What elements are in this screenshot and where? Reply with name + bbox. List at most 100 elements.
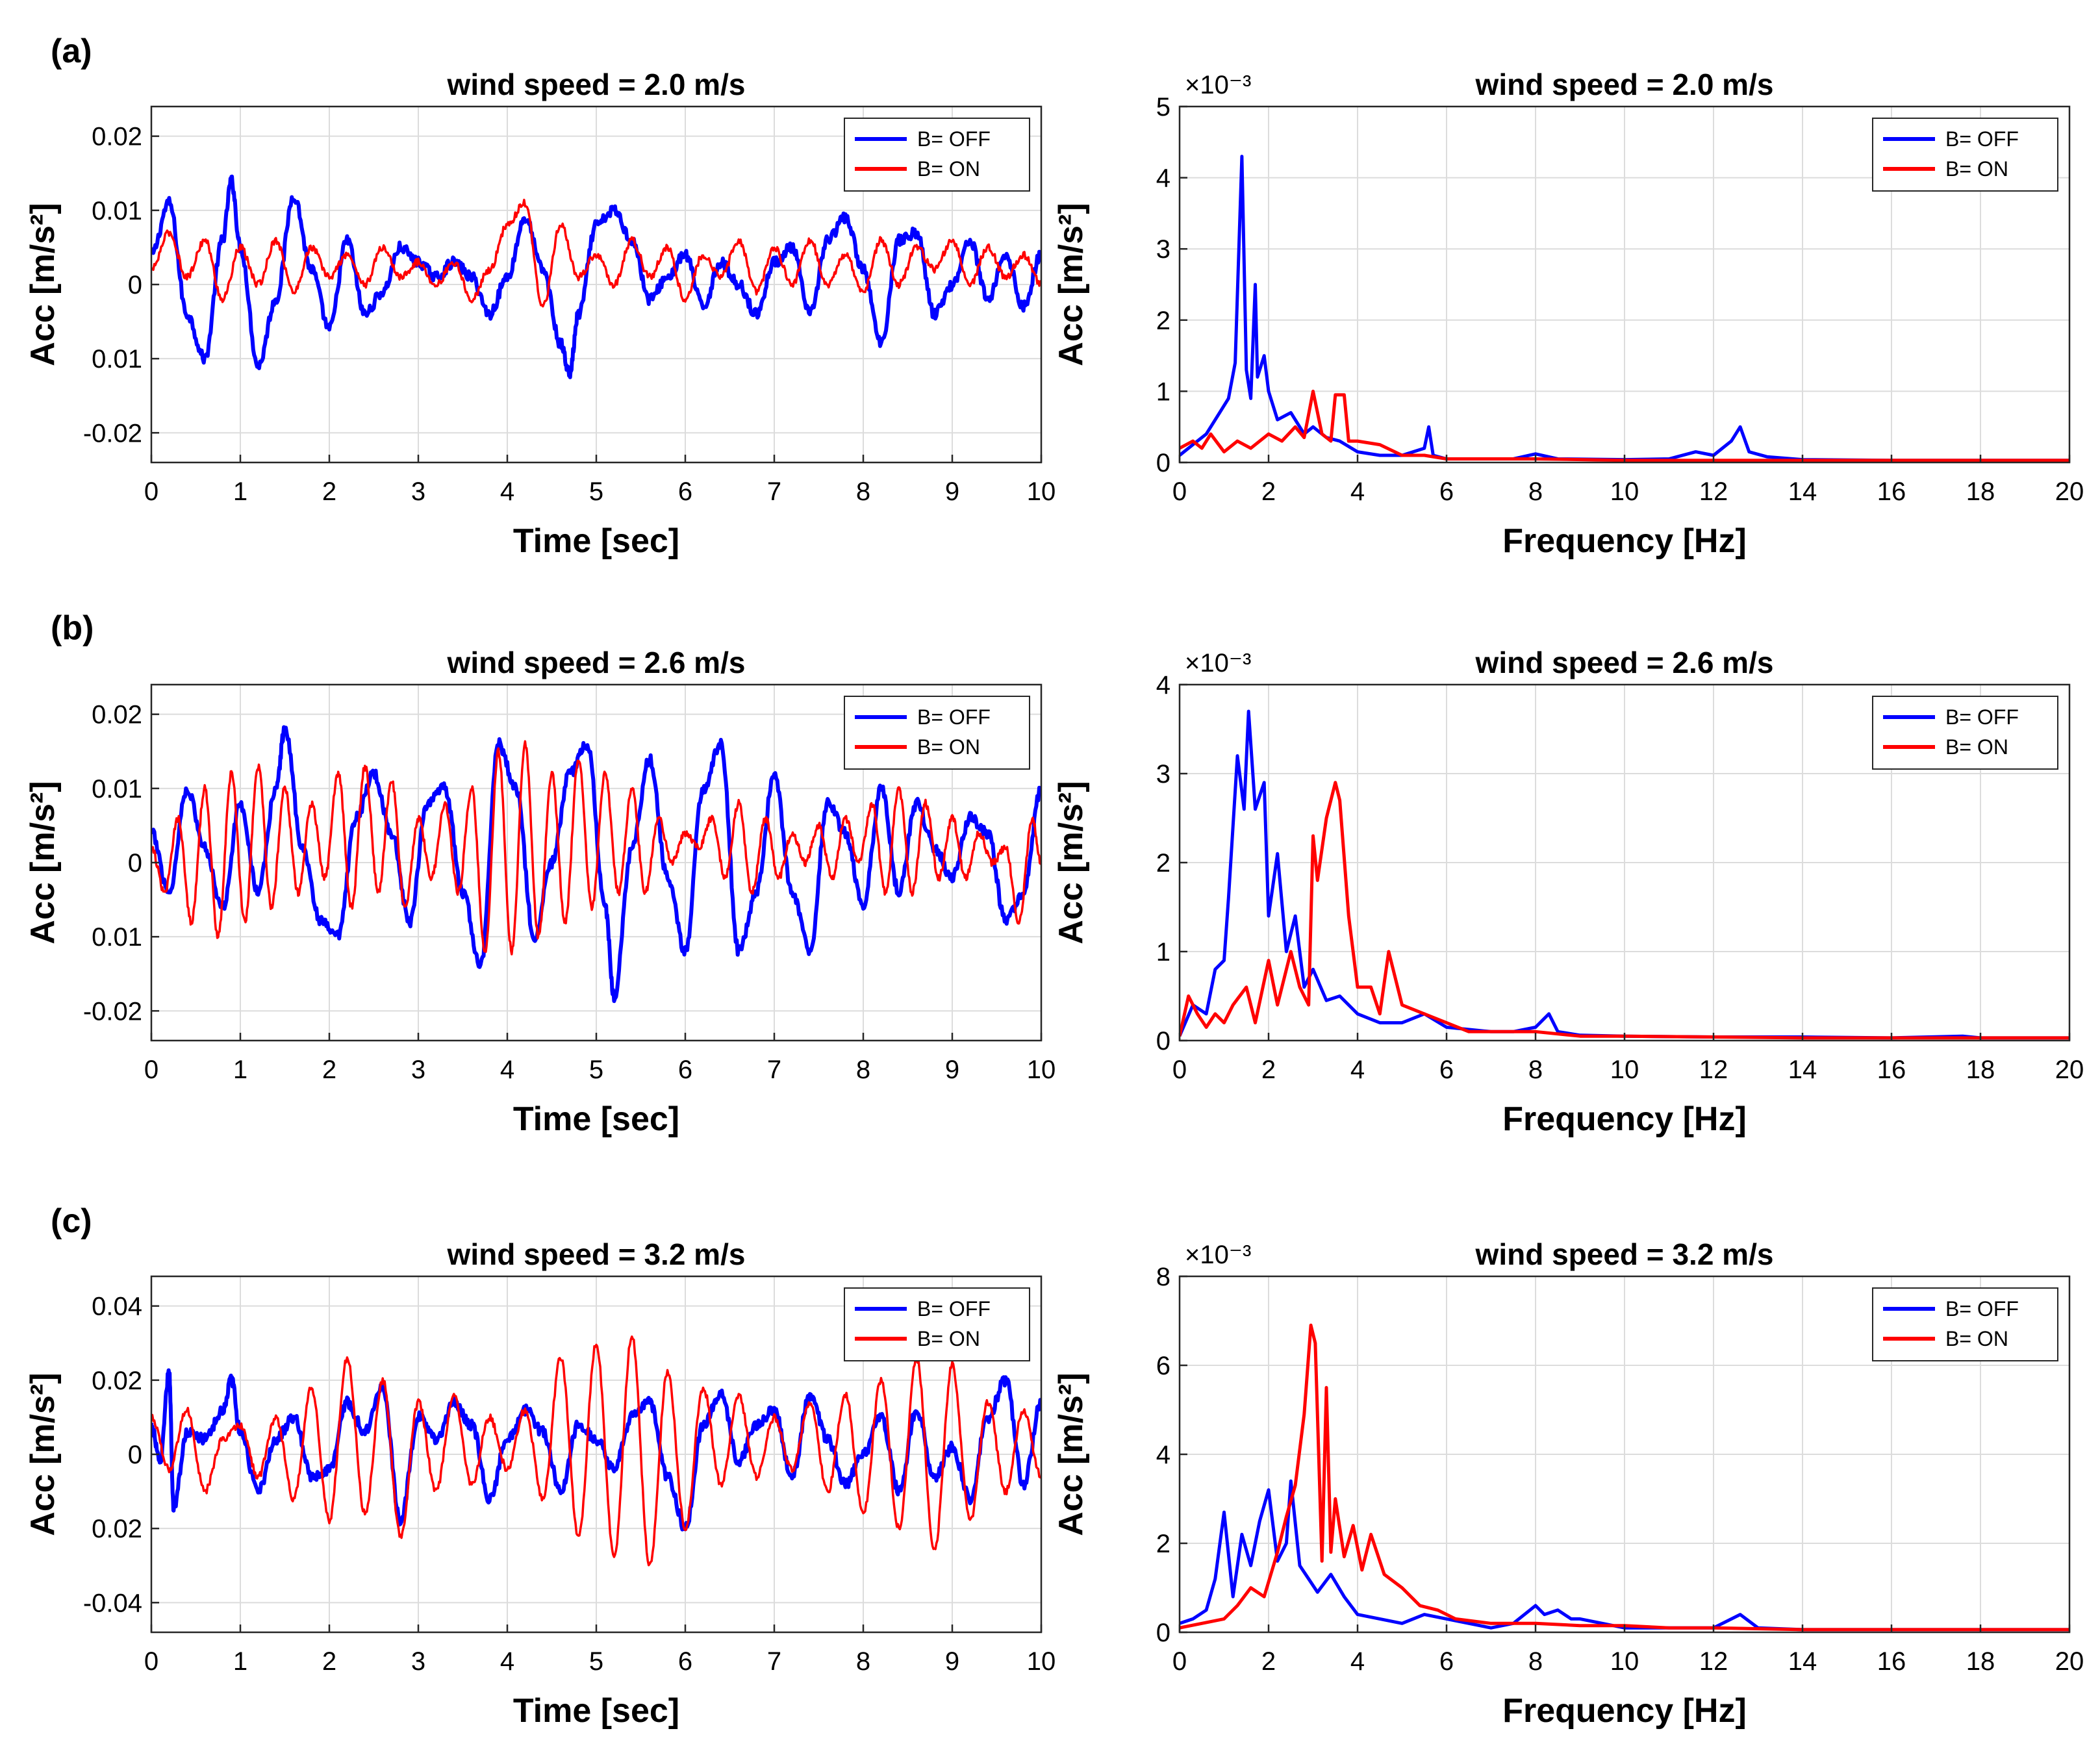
y-tick-label: 4 (1156, 164, 1170, 193)
series-group (151, 725, 1041, 1004)
y-tick-label: -0.04 (83, 1589, 142, 1617)
y-tick-label: -0.02 (83, 419, 142, 448)
chart-a-time: 0 1 2 3 4 5 6 7 8 9 10 -0.02 0.01 0 0.01 0.02 wind speed… (24, 32, 1056, 560)
chart-title: wind speed = 2.6 m/s (1475, 646, 1774, 679)
x-tick-label: 7 (767, 1647, 781, 1676)
x-tick-label: 4 (500, 1055, 514, 1084)
y-tick-label: 8 (1156, 1263, 1170, 1291)
x-tick-label: 8 (1528, 1647, 1543, 1676)
x-tick-label: 16 (1877, 477, 1906, 506)
y-tick-label: 0.04 (92, 1293, 142, 1321)
x-tick-label: 1 (233, 477, 247, 506)
legend-box (1872, 1287, 2058, 1361)
x-tick-label: 0 (144, 1055, 158, 1084)
legend-label-b-on: B= ON (1945, 1327, 2008, 1350)
chart-title: wind speed = 3.2 m/s (1475, 1237, 1774, 1271)
x-axis-label: Frequency [Hz] (1502, 1100, 1747, 1138)
x-tick-label: 12 (1699, 477, 1728, 506)
y-tick-label: 0.02 (92, 701, 142, 729)
ticks: 0 1 2 3 4 5 6 7 8 9 10 -0.04 0.02 0 0.02 0.04 (83, 1293, 1056, 1676)
x-tick-label: 2 (1261, 477, 1276, 506)
legend-label-b-off: B= OFF (917, 1297, 991, 1321)
legend-box (844, 118, 1030, 192)
series-line-b-on (1180, 1323, 2069, 1632)
x-tick-label: 14 (1788, 1055, 1817, 1084)
x-tick-label: 0 (144, 477, 158, 506)
y-tick-label: 0.02 (92, 1367, 142, 1395)
chart-title: wind speed = 3.2 m/s (447, 1237, 746, 1271)
ticks: 0 2 4 6 8 10 12 14 16 18 20 0 2 4 6 8 (1156, 1263, 2084, 1676)
y-axis-label: Acc [m/s²] (24, 203, 62, 366)
x-tick-label: 7 (767, 477, 781, 506)
y-tick-label: 6 (1156, 1352, 1170, 1380)
x-tick-label: 8 (1528, 477, 1543, 506)
x-tick-label: 10 (1610, 1647, 1639, 1676)
series-line-b-on (1180, 781, 2069, 1040)
y-tick-label: 2 (1156, 307, 1170, 335)
legend-label-b-on: B= ON (917, 157, 980, 181)
x-tick-label: 10 (1610, 477, 1639, 506)
y-tick-label: 0.02 (92, 123, 142, 151)
x-tick-label: 4 (1350, 477, 1365, 506)
y-axis-label: Acc [m/s²] (1052, 781, 1090, 944)
x-tick-label: 10 (1027, 1647, 1056, 1676)
x-tick-label: 0 (1172, 1647, 1187, 1676)
y-tick-label: 0 (128, 849, 142, 878)
y-tick-label: 4 (1156, 671, 1170, 700)
x-tick-label: 10 (1610, 1055, 1639, 1084)
y-tick-label: 0.01 (92, 197, 142, 225)
y-tick-label: 0.02 (92, 1515, 142, 1543)
series-line-b-on (151, 198, 1041, 308)
series-group (151, 174, 1041, 379)
x-tick-label: 2 (322, 477, 336, 506)
legend: B= OFF B= ON (844, 696, 1030, 770)
x-tick-label: 16 (1877, 1055, 1906, 1084)
y-tick-label: 3 (1156, 235, 1170, 264)
series-line-b-on (1180, 389, 2069, 462)
x-tick-label: 9 (945, 1647, 959, 1676)
x-tick-label: 6 (678, 1055, 692, 1084)
ticks: 0 1 2 3 4 5 6 7 8 9 10 -0.02 0.01 0 0.01 0.02 (83, 701, 1056, 1084)
x-tick-label: 6 (1439, 1647, 1454, 1676)
y-tick-label: 0 (128, 271, 142, 299)
x-tick-label: 4 (1350, 1647, 1365, 1676)
chart-c-freq: 0 2 4 6 8 10 12 14 16 18 20 0 2 4 6 8 ×10⁻³ wind speed = … (1052, 1237, 2084, 1730)
legend-label-b-off: B= OFF (917, 705, 991, 729)
series-line-b-off (1180, 155, 2069, 462)
x-tick-label: 3 (411, 477, 425, 506)
x-tick-label: 2 (322, 1055, 336, 1084)
panel-label: (b) (51, 609, 94, 647)
y-tick-label: 0 (128, 1441, 142, 1469)
series-line-b-off (151, 174, 1041, 379)
x-tick-label: 9 (945, 477, 959, 506)
legend-label-b-off: B= OFF (1945, 705, 2019, 729)
x-tick-label: 5 (589, 1055, 603, 1084)
x-tick-label: 7 (767, 1055, 781, 1084)
y-tick-label: 0 (1156, 449, 1170, 477)
legend-box (1872, 696, 2058, 770)
x-tick-label: 5 (589, 1647, 603, 1676)
x-tick-label: 3 (411, 1055, 425, 1084)
x-tick-label: 8 (856, 1055, 870, 1084)
x-tick-label: 6 (678, 477, 692, 506)
x-axis-label: Time [sec] (513, 1100, 679, 1138)
legend: B= OFF B= ON (1872, 118, 2058, 192)
y-tick-label: 0.01 (92, 775, 142, 803)
y-tick-label: 5 (1156, 93, 1170, 121)
legend-label-b-on: B= ON (917, 735, 980, 759)
legend: B= OFF B= ON (1872, 696, 2058, 770)
x-tick-label: 8 (856, 477, 870, 506)
legend: B= OFF B= ON (1872, 1287, 2058, 1361)
x-tick-label: 5 (589, 477, 603, 506)
legend-label-b-off: B= OFF (917, 127, 991, 151)
legend-label-b-off: B= OFF (1945, 127, 2019, 151)
legend-label-b-off: B= OFF (1945, 1297, 2019, 1321)
x-axis-label: Frequency [Hz] (1502, 522, 1747, 560)
x-tick-label: 0 (1172, 477, 1187, 506)
exponent-label: ×10⁻³ (1185, 1241, 1251, 1269)
x-tick-label: 18 (1966, 1647, 1995, 1676)
x-tick-label: 16 (1877, 1647, 1906, 1676)
